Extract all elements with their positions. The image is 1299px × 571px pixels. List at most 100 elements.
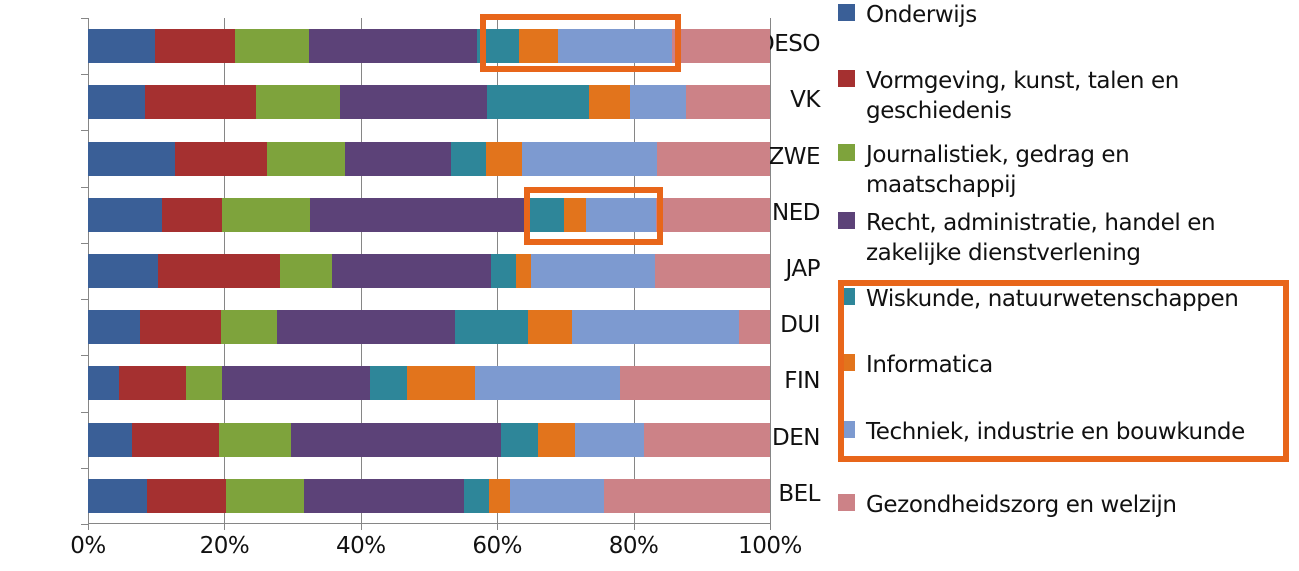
chart-legend: Onderwijs Vormgeving, kunst, talen en ges… [838,0,1299,571]
bar-row [88,254,770,288]
bar-segment [572,310,739,345]
bar-segment [564,197,586,232]
x-tick-60 [497,524,499,530]
x-tick-100 [770,524,771,530]
bar-segment [619,366,770,401]
y-tick-2 [81,130,88,132]
x-tick-0 [88,524,89,530]
legend-item: Techniek, industrie en bouwkunde [838,417,1283,447]
legend-item: Recht, administratie, handel en zakelijk… [838,208,1283,268]
legend-item: Vormgeving, kunst, talen en geschiedenis [838,66,1283,126]
bar-segment [339,85,487,120]
category-label-jap: JAP [785,256,821,282]
bar-segment [290,422,501,457]
bar-segment [88,310,140,345]
bar-segment [310,197,529,232]
bar-segment [530,254,656,288]
legend-item: Journalistiek, gedrag en maatschappij [838,140,1283,200]
legend-swatch-icon [838,494,855,511]
bar-segment [186,366,223,401]
y-tick-3 [81,186,88,188]
category-label-bel: BEL [778,480,820,507]
bar-segment [266,141,346,176]
x-tick-label-0: 0% [70,533,106,559]
legend-item: Wiskunde, natuurwetenschappen [838,284,1283,314]
bar-segment [656,141,770,176]
bar-segment [474,366,620,401]
y-tick-5 [81,299,88,301]
bar-segment [450,141,487,176]
bar-row [88,141,770,176]
bar-row [88,478,770,513]
bar-segment [88,141,176,176]
bar-segment [574,422,644,457]
bar-segment [671,29,770,64]
bar-segment [220,310,277,345]
y-tick-1 [81,74,88,76]
category-label-ned: NED [772,199,820,226]
y-tick-9 [81,524,88,525]
bar-segment [235,29,309,64]
bar-segment [510,478,604,513]
bar-segment [154,29,236,64]
legend-label: Techniek, industrie en bouwkunde [866,419,1245,445]
bar-segment [515,254,531,288]
x-tick-label-20: 20% [199,533,250,559]
legend-swatch-icon [838,421,855,438]
bar-segment [491,254,516,288]
bar-segment [256,85,340,120]
x-tick-label-100: 100% [738,533,802,559]
x-tick-80 [633,524,635,530]
bar-segment [218,422,291,457]
category-label-fin: FIN [784,368,820,395]
legend-swatch-icon [838,144,855,161]
bar-segment [158,254,281,288]
bar-segment [522,141,657,176]
bar-row [88,85,770,120]
bar-segment [88,422,132,457]
x-tick-label-60: 60% [472,533,522,559]
bar-segment [369,366,408,401]
bar-segment [603,478,770,513]
category-label-den: DEN [772,424,820,451]
bar-segment [655,254,770,288]
legend-label: Vormgeving, kunst, talen en geschiedenis [866,68,1179,124]
x-tick-20 [224,524,226,530]
bar-segment [332,254,492,288]
bar-segment [486,141,523,176]
bar-segment [162,197,222,232]
gridline-100 [770,18,771,524]
bar-segment [454,310,528,345]
legend-label: Informatica [866,352,993,378]
bar-segment [304,478,464,513]
legend-item: Informatica [838,350,1283,380]
x-axis-line [88,523,771,524]
bar-segment [118,366,187,401]
y-tick-8 [81,467,88,469]
bar-segment [88,85,146,120]
bar-row [88,366,770,401]
bar-segment [538,422,575,457]
bar-segment [222,366,370,401]
bar-segment [88,197,163,232]
bar-row [88,197,770,232]
bar-segment [280,254,333,288]
bar-segment [686,85,770,120]
x-tick-label-80: 80% [608,533,659,559]
y-tick-0 [81,18,88,19]
x-tick-label-40: 40% [335,533,386,559]
bar-segment [585,197,657,232]
legend-label: Gezondheidszorg en welzijn [866,492,1177,518]
bar-segment [88,254,159,288]
category-label-zwe: ZWE [768,143,820,170]
bar-segment [131,422,219,457]
bar-segment [225,478,305,513]
category-label-vk: VK [790,87,820,114]
legend-swatch-icon [838,70,855,87]
bar-segment [528,197,565,232]
bar-row [88,422,770,457]
bar-segment [486,85,589,120]
bar-segment [276,310,455,345]
legend-label: Journalistiek, gedrag en maatschappij [866,142,1130,198]
